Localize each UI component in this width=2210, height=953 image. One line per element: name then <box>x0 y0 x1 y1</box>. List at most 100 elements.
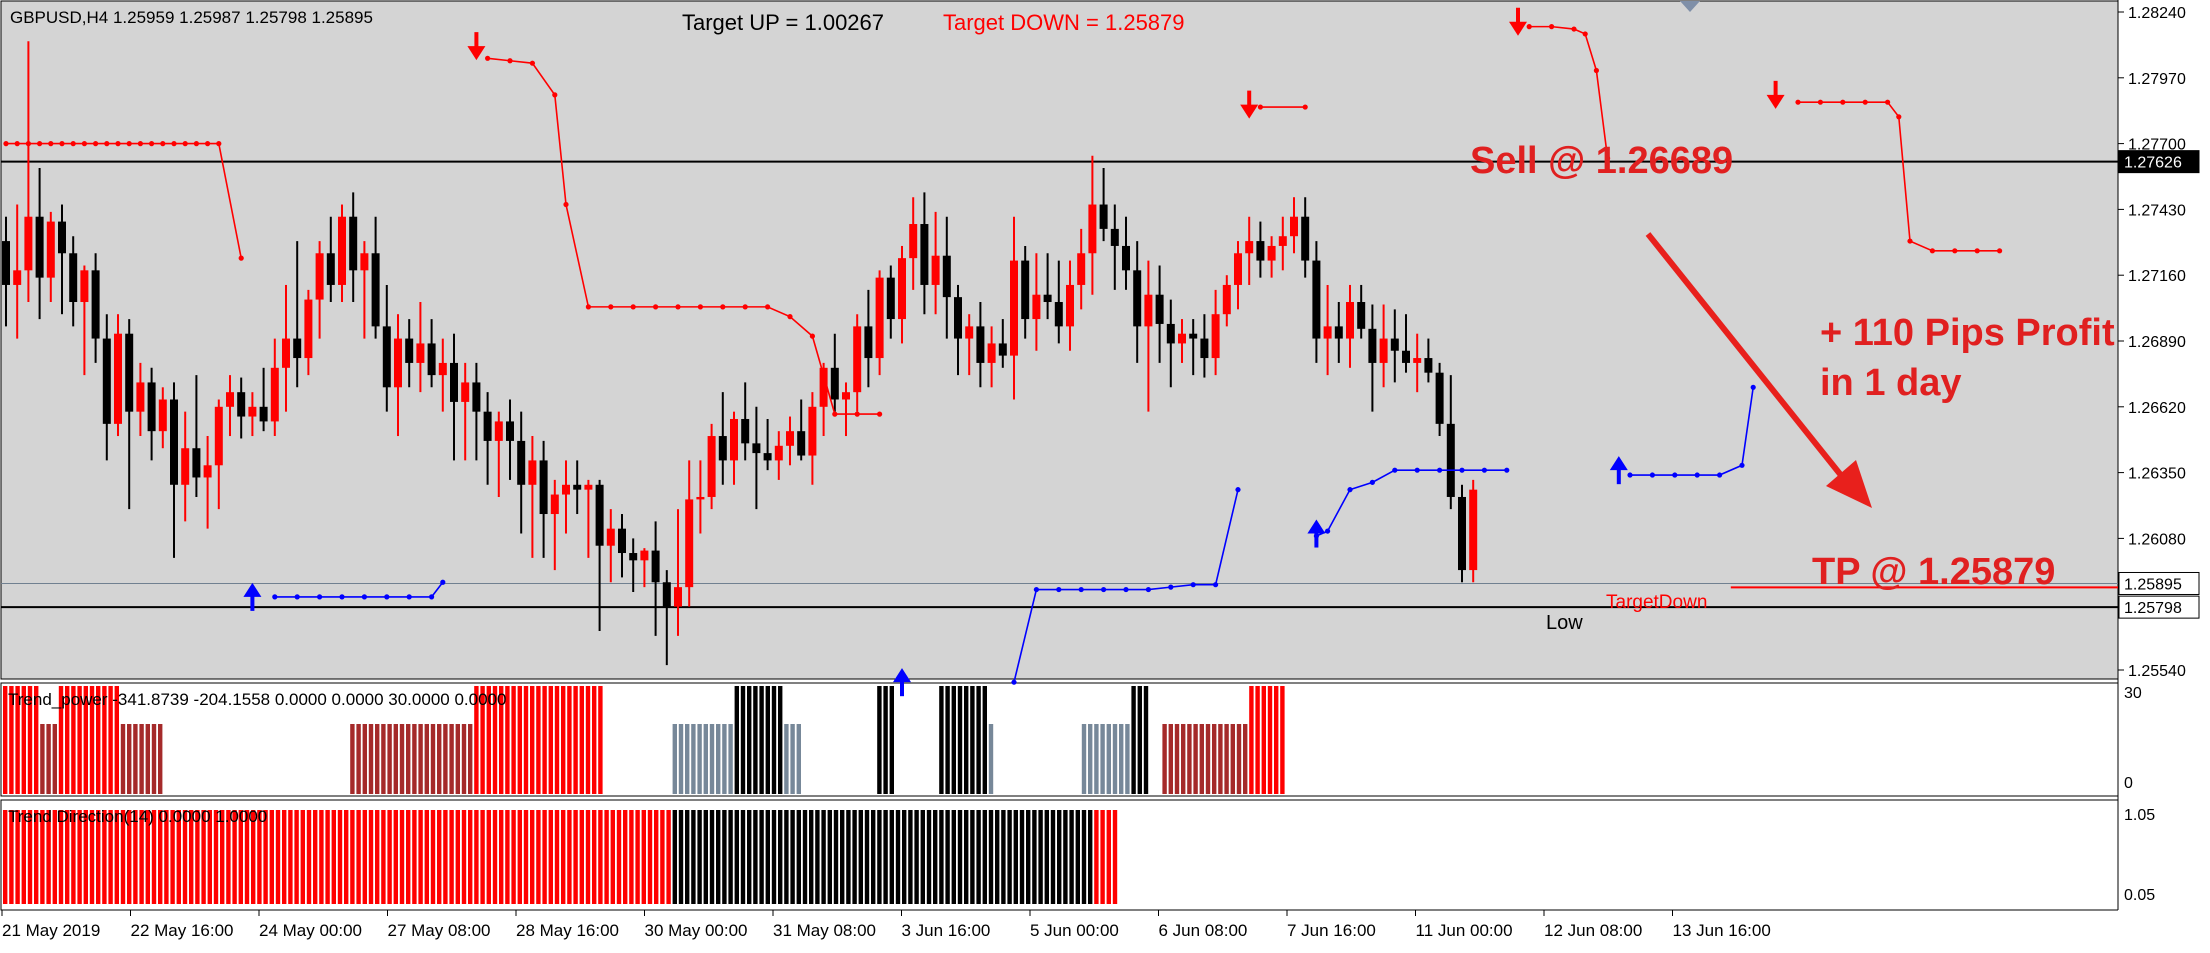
candle <box>416 302 425 393</box>
candle <box>371 216 380 339</box>
time-tick-label: 30 May 00:00 <box>645 921 748 940</box>
red-line-1 <box>3 141 244 261</box>
trend-power-bar <box>548 686 553 794</box>
candle <box>1267 236 1276 278</box>
indicator-dot <box>1302 104 1308 110</box>
subwindow-tick-label: 0.05 <box>2124 887 2155 904</box>
sell-arrow-icon <box>1509 7 1527 36</box>
trend-power-bar <box>536 686 541 794</box>
trend-direction-bar <box>195 810 200 904</box>
candle <box>573 460 582 515</box>
candle <box>1133 241 1142 363</box>
candle <box>304 289 313 376</box>
trend-direction-bar <box>530 810 535 904</box>
candle <box>427 319 436 388</box>
indicator-dot <box>1145 586 1151 593</box>
trend-power-bar <box>443 724 448 794</box>
indicator-dot <box>1571 26 1577 32</box>
price-tick-label: 1.28240 <box>2128 5 2186 22</box>
trend-direction-bar <box>300 810 305 904</box>
trend-power-bar <box>709 724 715 794</box>
trend-direction-bar <box>176 810 181 904</box>
trend-power-label: Trend_power -341.8739 -204.1558 0.0000 0… <box>8 690 507 709</box>
trend-direction-bar <box>505 810 510 904</box>
low-label: Low <box>1546 612 1583 634</box>
chart-shift-marker-icon[interactable] <box>1680 1 1700 12</box>
trend-power-bar <box>579 686 584 794</box>
indicator-dot <box>1190 582 1196 588</box>
trend-direction-bar <box>988 810 994 904</box>
trend-direction-bar <box>65 810 70 904</box>
trend-power-bar <box>1243 724 1248 794</box>
candle <box>1379 304 1388 388</box>
indicator-dot <box>216 141 222 147</box>
trend-direction-bar <box>443 810 448 904</box>
trend-power-bar <box>40 724 45 794</box>
trend-power-bar <box>89 686 95 794</box>
indicator-dot <box>1168 584 1174 590</box>
indicator-dot <box>115 141 121 147</box>
price-tick-label: 1.26890 <box>2128 334 2186 351</box>
price-marker-label: 1.27626 <box>2124 155 2182 172</box>
trend-direction-bar <box>889 810 894 904</box>
sell-annotation: Sell @ 1.26689 <box>1470 140 1734 182</box>
trend-power-bar <box>58 686 64 794</box>
candle <box>830 333 839 412</box>
indicator-dot <box>205 141 211 147</box>
trend-direction-bar <box>430 810 436 904</box>
time-tick-label: 6 Jun 08:00 <box>1159 921 1248 940</box>
price-tick-label: 1.25540 <box>2128 663 2186 680</box>
candle <box>1402 314 1410 373</box>
trend-direction-bar <box>716 810 721 904</box>
indicator-dot <box>787 314 793 320</box>
candle <box>1211 289 1220 376</box>
candle <box>1122 216 1130 290</box>
trend-power-bar <box>753 686 758 794</box>
trend-direction-bar <box>908 810 913 904</box>
trend-power-bar <box>492 686 498 794</box>
candle <box>382 284 391 412</box>
trend-direction-bar <box>145 810 150 904</box>
trend-power-bar <box>1205 724 1211 794</box>
indicator-dot <box>59 141 65 147</box>
trend-direction-bar <box>1032 810 1037 904</box>
trend-power-bar <box>728 724 733 794</box>
trend-direction-bar <box>666 810 671 904</box>
trend-direction-bar <box>877 810 882 904</box>
trend-direction-bar <box>102 810 107 904</box>
trend-power-bar <box>716 724 721 794</box>
trend-direction-bar <box>108 810 113 904</box>
trend-direction-bar <box>542 810 547 904</box>
trend-power-bar <box>1274 686 1279 794</box>
candle <box>786 416 794 466</box>
trend-direction-bar <box>21 810 26 904</box>
indicator-dot <box>1011 679 1017 685</box>
indicator-dot <box>384 594 390 600</box>
trend-power-bar <box>1168 724 1173 794</box>
sell-arrow-icon <box>1240 90 1259 119</box>
trend-direction-bar <box>790 810 795 904</box>
candle <box>248 392 257 437</box>
trend-direction-bar <box>734 810 739 904</box>
candle <box>1144 260 1153 412</box>
trend-direction-bar <box>356 810 361 904</box>
trend-power-bar <box>970 686 975 794</box>
trend-direction-bar <box>325 810 330 904</box>
trend-direction-bar <box>213 810 219 904</box>
trend-power-bar <box>356 724 361 794</box>
trend-direction-bar <box>1075 810 1080 904</box>
candle <box>170 382 178 558</box>
indicator-dot <box>1123 586 1129 593</box>
trend-direction-bar <box>821 810 826 904</box>
candle <box>640 548 649 588</box>
trend-direction-bar <box>511 810 516 904</box>
candle <box>483 392 492 485</box>
candle <box>91 253 100 363</box>
trend-direction-bar <box>1094 810 1099 904</box>
trend-power-bar <box>759 686 764 794</box>
candle <box>69 236 78 327</box>
trend-power-bar <box>790 724 795 794</box>
indicator-dot <box>1885 99 1891 105</box>
indicator-dot <box>160 141 166 147</box>
